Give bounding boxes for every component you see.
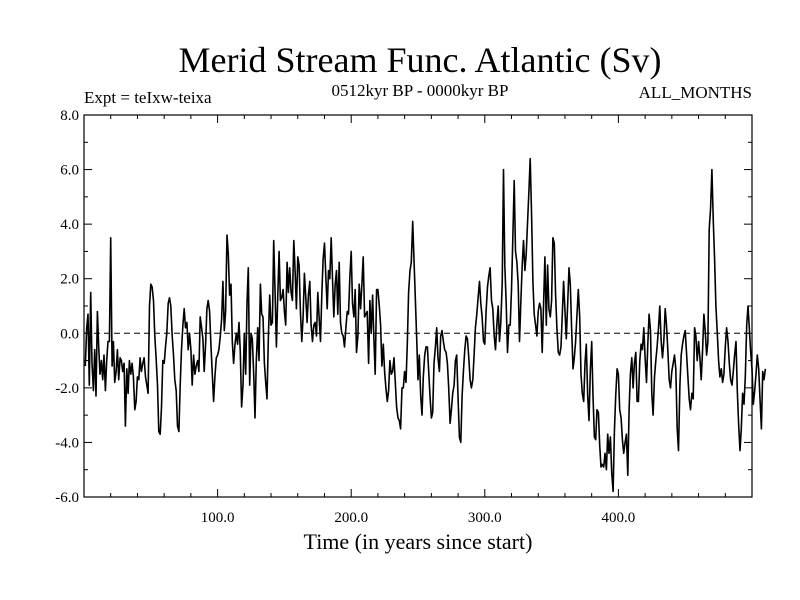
y-tick-label: 0.0 bbox=[60, 326, 79, 342]
x-tick-label: 200.0 bbox=[334, 510, 368, 526]
x-tick-label: 300.0 bbox=[468, 510, 502, 526]
chart-subtitle-center: 0512kyr BP - 0000kyr BP bbox=[332, 81, 509, 100]
y-tick-label: 2.0 bbox=[60, 272, 79, 288]
plot-frame bbox=[83, 114, 753, 498]
y-tick-label: -6.0 bbox=[55, 490, 79, 506]
plot-area: -6.0 -4.0 -2.0 0.0 2.0 4.0 6.0 8.0 100.0 200.0 300… bbox=[55, 108, 767, 526]
chart-subtitle-right: ALL_MONTHS bbox=[639, 83, 752, 102]
x-tick-label: 100.0 bbox=[201, 510, 235, 526]
chart-subtitle-left: Expt = teIxw-teixa bbox=[84, 88, 212, 107]
y-tick-label: 4.0 bbox=[60, 217, 79, 233]
y-tick-label: -4.0 bbox=[55, 435, 79, 451]
y-tick-label: 8.0 bbox=[60, 108, 79, 124]
y-tick-label: 6.0 bbox=[60, 163, 79, 179]
y-tick-label: -2.0 bbox=[55, 381, 79, 397]
x-axis-label: Time (in years since start) bbox=[304, 529, 533, 554]
x-tick-label: 400.0 bbox=[602, 510, 636, 526]
chart-title: Merid Stream Func. Atlantic (Sv) bbox=[179, 40, 662, 80]
series-line bbox=[84, 157, 767, 493]
